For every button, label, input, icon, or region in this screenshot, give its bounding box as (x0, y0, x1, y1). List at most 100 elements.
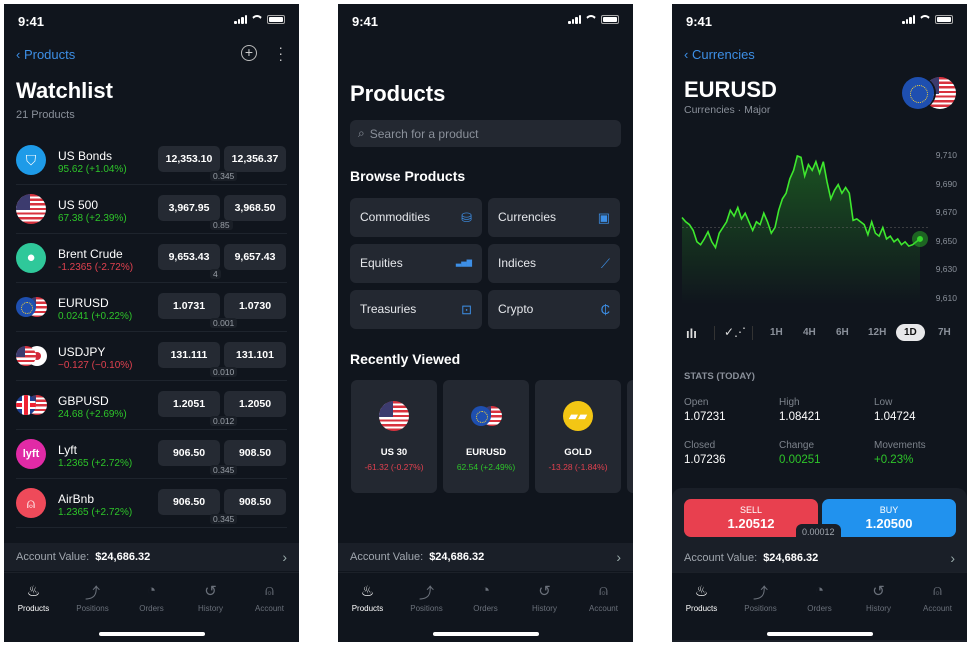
tab-products[interactable]: ♨ Products (672, 573, 731, 640)
indicators-icon[interactable]: ✓⋰ (724, 325, 747, 339)
uk-us-flag-icon (16, 390, 47, 420)
watchlist-row[interactable]: ⛉ US Bonds 95.62 (+1.04%) 12,353.10 12,3… (16, 136, 287, 185)
user-icon: ⍝ (264, 582, 274, 599)
sell-price-button[interactable]: 12,353.10 (158, 146, 220, 172)
tab-history[interactable]: ↺ History (181, 573, 240, 640)
trend-icon: ⤴ (84, 585, 100, 602)
recent-card[interactable]: US 30 -61.32 (-0.27%) (351, 380, 437, 493)
tab-account[interactable]: ⍝ Account (240, 573, 299, 640)
buy-price-button[interactable]: 1.2050 (224, 391, 286, 417)
back-button[interactable]: ‹ Products (16, 47, 76, 62)
buy-price-button[interactable]: 9,657.43 (224, 244, 286, 270)
us-flag-icon (16, 194, 46, 224)
watchlist-row[interactable]: ⍝ AirBnb 1.2365 (+2.72%) 906.50 908.50 0… (16, 479, 287, 528)
product-name: Brent Crude (58, 247, 123, 261)
sell-button[interactable]: SELL 1.20512 (684, 499, 818, 537)
buy-price-button[interactable]: 3,968.50 (224, 195, 286, 221)
back-button[interactable]: ‹ Currencies (684, 47, 755, 62)
sell-price-button[interactable]: 9,653.43 (158, 244, 220, 270)
sell-price-button[interactable]: 3,967.95 (158, 195, 220, 221)
spread-value: 0.345 (210, 171, 238, 181)
timeframe-6h[interactable]: 6H (836, 327, 849, 338)
tab-positions[interactable]: ⤴ Positions (63, 573, 122, 640)
banknote-icon: ▣ (597, 210, 610, 225)
timeframe-7h[interactable]: 7H (938, 327, 951, 338)
watchlist-row[interactable]: EURUSD 0.0241 (+0.22%) 1.0731 1.0730 0.0… (16, 283, 287, 332)
timeframe-12h[interactable]: 12H (868, 327, 887, 338)
status-icons (902, 15, 953, 24)
tab-account[interactable]: ⍝ Account (574, 573, 633, 640)
tab-positions[interactable]: ⤴ Positions (731, 573, 790, 640)
category-treasuries[interactable]: Treasuries ⊡ (350, 290, 482, 329)
sell-price-button[interactable]: 906.50 (158, 489, 220, 515)
account-value-bar[interactable]: Account Value: $24,686.32 › (684, 550, 955, 566)
watchlist-row[interactable]: US 500 67.38 (+2.39%) 3,967.95 3,968.50 … (16, 185, 287, 234)
tab-history[interactable]: ↺ History (515, 573, 574, 640)
recent-card[interactable]: EURUSD 62.54 (+2.49%) (443, 380, 529, 493)
chevron-right-icon: › (616, 549, 621, 565)
account-value-bar[interactable]: Account Value: $24,686.32 › (338, 543, 633, 571)
tab-bar: ♨ Products ⤴ Positions ◔ Orders ↺ History ⍝ Accou… (338, 572, 633, 640)
tab-products[interactable]: ♨ Products (4, 573, 63, 640)
tab-products[interactable]: ♨ Products (338, 573, 397, 640)
chevron-right-icon: › (950, 550, 955, 566)
product-name: US Bonds (58, 149, 113, 163)
add-icon[interactable]: + (241, 45, 257, 61)
recent-card[interactable]: ▰▰ GOLD -13.28 (-1.84%) (535, 380, 621, 493)
price-line (681, 154, 921, 250)
watchlist-screen: 9:41 ‹ Products + · · · Watchlist 21 Produ… (4, 4, 299, 642)
browse-products-heading: Browse Products (350, 168, 466, 184)
search-input[interactable]: ⌕ Search for a product (350, 120, 621, 147)
recent-card-partial[interactable] (627, 380, 633, 493)
buy-price-button[interactable]: 908.50 (224, 489, 286, 515)
buy-price-button[interactable]: 131.101 (224, 342, 286, 368)
tab-account[interactable]: ⍝ Account (908, 573, 967, 640)
buy-button[interactable]: BUY 1.20500 (822, 499, 956, 537)
y-tick-label: 9,710 (935, 150, 957, 160)
bar-chart-icon[interactable]: ılı (686, 326, 697, 341)
category-currencies[interactable]: Currencies ▣ (488, 198, 620, 237)
line-chart-icon: ⟋ (600, 256, 610, 271)
sell-price-button[interactable]: 906.50 (158, 440, 220, 466)
eu-us-flag-icon (471, 401, 502, 431)
product-name: EURUSD (58, 296, 109, 310)
tab-history[interactable]: ↺ History (849, 573, 908, 640)
stat-label: Closed (684, 440, 716, 451)
timeframe-4h[interactable]: 4H (803, 327, 816, 338)
stat-label: Low (874, 397, 893, 408)
product-name: GBPUSD (58, 394, 109, 408)
product-name: AirBnb (58, 492, 95, 506)
watchlist-row[interactable]: USDJPY −0.127 (−0.10%) 131.111 131.101 0… (16, 332, 287, 381)
buy-price-button[interactable]: 908.50 (224, 440, 286, 466)
price-chart[interactable] (672, 134, 967, 314)
product-name: USDJPY (58, 345, 106, 359)
watchlist-row[interactable]: ● Brent Crude -1.2365 (-2.72%) 9,653.43 … (16, 234, 287, 283)
sell-price-button[interactable]: 131.111 (158, 342, 220, 368)
chevron-right-icon: › (282, 549, 287, 565)
buy-price-button[interactable]: 1.0730 (224, 293, 286, 319)
account-value-bar[interactable]: Account Value: $24,686.32 › (4, 543, 299, 571)
category-commodities[interactable]: Commodities ⛁ (350, 198, 482, 237)
spread-value: 0.345 (210, 514, 238, 524)
chart-area (682, 156, 920, 304)
history-icon: ↺ (204, 583, 217, 600)
sell-price-button[interactable]: 1.0731 (158, 293, 220, 319)
stat-label: Open (684, 397, 709, 408)
timeframe-1d[interactable]: 1D (896, 324, 925, 341)
page-title: Products (350, 81, 446, 106)
y-tick-label: 9,610 (935, 293, 957, 303)
timeframe-1h[interactable]: 1H (770, 327, 783, 338)
tab-orders[interactable]: ◔ Orders (790, 573, 849, 640)
instrument-title: EURUSD (684, 77, 777, 102)
category-indices[interactable]: Indices ⟋ (488, 244, 620, 283)
tab-orders[interactable]: ◔ Orders (122, 573, 181, 640)
tab-orders[interactable]: ◔ Orders (456, 573, 515, 640)
tab-positions[interactable]: ⤴ Positions (397, 573, 456, 640)
category-crypto[interactable]: Crypto ₵ (488, 290, 620, 329)
buy-price-button[interactable]: 12,356.37 (224, 146, 286, 172)
more-icon[interactable]: · · · (278, 39, 283, 67)
watchlist-row[interactable]: lyft Lyft 1.2365 (+2.72%) 906.50 908.50 … (16, 430, 287, 479)
watchlist-row[interactable]: GBPUSD 24.68 (+2.69%) 1.2051 1.2050 0.01… (16, 381, 287, 430)
category-equities[interactable]: Equities ▃▅▇ (350, 244, 482, 283)
sell-price-button[interactable]: 1.2051 (158, 391, 220, 417)
